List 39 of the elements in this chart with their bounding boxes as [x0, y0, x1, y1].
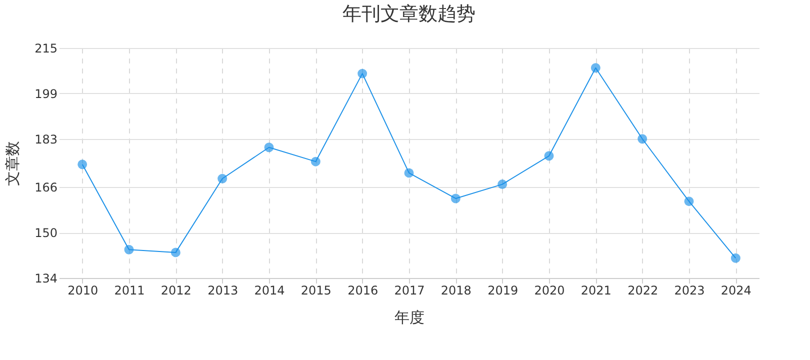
x-tick-label: 2012	[160, 284, 192, 298]
x-tick-label: 2021	[580, 284, 612, 298]
point	[78, 160, 88, 170]
point	[684, 196, 694, 206]
point	[638, 134, 648, 144]
point	[124, 244, 134, 254]
point	[310, 156, 320, 166]
x-tick-label: 2020	[534, 284, 565, 298]
point	[170, 248, 180, 258]
x-tick-label: 2017	[394, 284, 425, 298]
x-tick-label: 2023	[674, 284, 705, 298]
y-tick-label: 199	[34, 86, 58, 101]
x-tick-label: 2016	[348, 284, 378, 298]
point	[264, 142, 274, 152]
point	[358, 68, 368, 78]
y-tick-label: 166	[34, 180, 58, 195]
point	[730, 253, 740, 263]
y-tick-label: 215	[34, 42, 58, 56]
y-axis-title: 文章数	[4, 141, 22, 186]
point	[590, 63, 600, 73]
x-tick-label: 2011	[114, 284, 145, 298]
x-tick-label: 2015	[300, 284, 332, 298]
x-tick-label: 2022	[628, 284, 658, 298]
y-tick-label: 183	[34, 132, 58, 146]
x-axis-title: 年度	[394, 308, 424, 326]
y-tick-label: 134	[34, 272, 58, 286]
x-tick-label: 2010	[68, 284, 98, 298]
x-tick-label: 2024	[720, 284, 752, 298]
x-tick-label: 2018	[440, 284, 472, 298]
chart-title: 年刊文章数趋势	[342, 3, 476, 25]
point	[498, 180, 508, 190]
y-tick-label: 150	[34, 226, 58, 240]
point	[544, 151, 554, 161]
x-tick-label: 2013	[208, 284, 238, 298]
x-tick-label: 2014	[254, 284, 285, 298]
point	[450, 194, 460, 204]
point	[404, 168, 414, 178]
point	[218, 174, 228, 184]
x-tick-label: 2019	[488, 284, 518, 298]
